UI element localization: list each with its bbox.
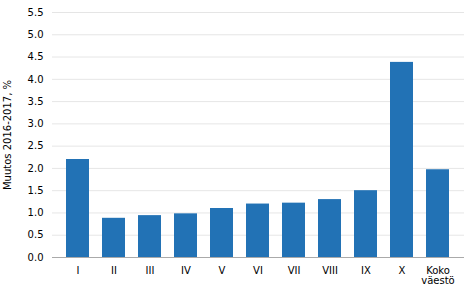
svg-text:1.5: 1.5 xyxy=(28,185,44,196)
svg-text:IX: IX xyxy=(361,265,371,276)
svg-text:Muutos 2016-2017, %: Muutos 2016-2017, % xyxy=(2,80,13,190)
svg-text:VIII: VIII xyxy=(322,265,338,276)
svg-text:IV: IV xyxy=(181,265,191,276)
svg-text:2.0: 2.0 xyxy=(28,163,44,174)
svg-text:0.0: 0.0 xyxy=(28,252,44,263)
svg-text:2.5: 2.5 xyxy=(28,140,44,151)
svg-text:4.5: 4.5 xyxy=(28,51,44,62)
svg-text:III: III xyxy=(146,265,155,276)
svg-text:VI: VI xyxy=(253,265,263,276)
svg-text:VII: VII xyxy=(288,265,301,276)
svg-text:3.5: 3.5 xyxy=(28,96,44,107)
svg-text:X: X xyxy=(399,265,406,276)
svg-text:0.5: 0.5 xyxy=(28,229,44,240)
svg-text:5.5: 5.5 xyxy=(28,7,44,18)
svg-text:5.0: 5.0 xyxy=(28,29,44,40)
svg-text:I: I xyxy=(77,265,80,276)
svg-text:V: V xyxy=(219,265,226,276)
svg-text:3.0: 3.0 xyxy=(28,118,44,129)
svg-text:4.0: 4.0 xyxy=(28,74,44,85)
svg-text:1.0: 1.0 xyxy=(28,207,44,218)
svg-text:II: II xyxy=(111,265,117,276)
svg-text:Kokoväestö: Kokoväestö xyxy=(421,265,454,286)
